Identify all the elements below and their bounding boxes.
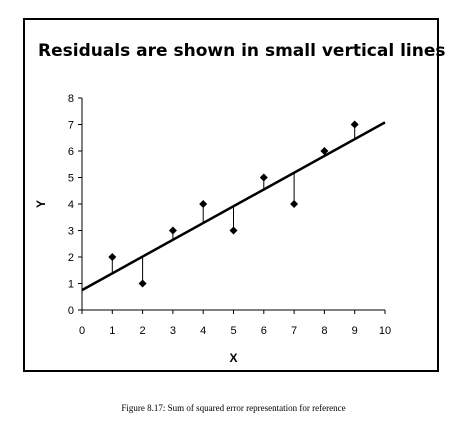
fit-line-group [81,121,386,292]
y-tick-label: 4 [68,199,74,211]
data-point [168,226,177,235]
fit-line [81,121,386,292]
y-tick-label: 7 [68,120,74,132]
x-tick-label: 3 [170,325,176,337]
x-tick-label: 10 [379,325,391,337]
x-tick-label: 7 [291,325,297,337]
y-axis-label: Y [34,200,48,208]
data-points [108,120,359,288]
data-point [350,120,359,129]
x-tick-label: 0 [79,325,85,337]
x-tick-label: 5 [230,325,236,337]
data-point [138,279,147,288]
data-point [108,253,117,261]
y-tick-label: 8 [68,93,74,105]
x-tick-label: 9 [352,325,358,337]
plot-area [82,98,385,310]
x-axis-label: X [229,351,237,365]
data-point [259,173,268,182]
data-point [229,226,238,235]
data-point [290,200,299,208]
y-tick-label: 2 [68,252,74,264]
x-tick-label: 4 [200,325,206,337]
y-tick-label: 6 [68,146,74,158]
y-tick-label: 1 [68,279,74,291]
figure-caption: Figure 8.17: Sum of squared error repres… [121,403,346,413]
x-tick-label: 6 [261,325,267,337]
axes [78,97,386,314]
x-tick-label: 8 [321,325,327,337]
y-tick-label: 5 [68,173,74,185]
y-tick-label: 3 [68,226,74,238]
tick-labels: 0 1 2 3 4 5 6 7 8 0 1 2 3 4 5 6 7 8 9 10 [68,93,391,337]
x-tick-label: 2 [140,325,146,337]
data-point [199,200,208,208]
x-tick-label: 1 [109,325,115,337]
data-point [320,147,329,155]
y-tick-label: 0 [68,305,74,317]
chart-title: Residuals are shown in small vertical li… [38,41,446,61]
